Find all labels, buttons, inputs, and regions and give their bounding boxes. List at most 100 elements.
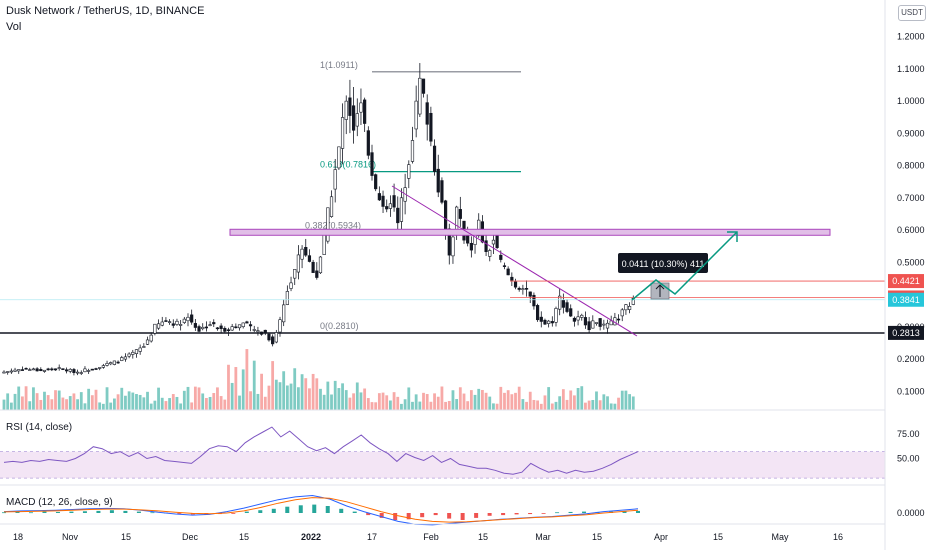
candle[interactable] bbox=[594, 322, 599, 326]
candle[interactable] bbox=[517, 286, 521, 292]
candle[interactable] bbox=[616, 314, 621, 324]
candle[interactable] bbox=[532, 292, 536, 310]
candle[interactable] bbox=[245, 320, 249, 324]
candle[interactable] bbox=[190, 309, 194, 325]
candle[interactable] bbox=[381, 190, 385, 213]
candle[interactable] bbox=[105, 360, 109, 367]
candle[interactable] bbox=[591, 315, 595, 329]
candle[interactable] bbox=[53, 368, 58, 371]
candle[interactable] bbox=[396, 196, 400, 232]
candle[interactable] bbox=[602, 319, 606, 330]
candle[interactable] bbox=[285, 285, 289, 306]
candle[interactable] bbox=[366, 126, 370, 160]
candle[interactable] bbox=[28, 367, 32, 371]
candle[interactable] bbox=[407, 160, 411, 189]
candle[interactable] bbox=[414, 85, 418, 138]
candle[interactable] bbox=[624, 303, 628, 315]
candle[interactable] bbox=[252, 325, 256, 333]
candle[interactable] bbox=[385, 199, 389, 213]
candle[interactable] bbox=[90, 368, 94, 371]
candle[interactable] bbox=[20, 366, 25, 371]
candle[interactable] bbox=[502, 262, 507, 270]
candle[interactable] bbox=[304, 238, 308, 257]
candle[interactable] bbox=[429, 106, 433, 147]
candle[interactable] bbox=[370, 144, 374, 181]
candle[interactable] bbox=[296, 245, 301, 280]
candle[interactable] bbox=[215, 327, 220, 331]
candle[interactable] bbox=[282, 299, 286, 327]
candle[interactable] bbox=[175, 318, 179, 326]
candle[interactable] bbox=[237, 324, 242, 331]
candle[interactable] bbox=[112, 360, 116, 366]
candle[interactable] bbox=[561, 293, 565, 314]
candle[interactable] bbox=[440, 177, 444, 205]
candle[interactable] bbox=[274, 329, 278, 344]
candle[interactable] bbox=[186, 313, 190, 327]
rsi-pane[interactable]: RSI (14, close) 75.00 50.00 bbox=[0, 422, 920, 479]
candle[interactable] bbox=[138, 344, 142, 355]
candle[interactable] bbox=[101, 363, 105, 369]
candle[interactable] bbox=[219, 323, 223, 334]
candle[interactable] bbox=[495, 233, 499, 249]
candle[interactable] bbox=[620, 308, 624, 322]
candle[interactable] bbox=[348, 79, 352, 134]
candle[interactable] bbox=[300, 245, 304, 269]
candle[interactable] bbox=[565, 299, 569, 314]
macd-signal-line[interactable] bbox=[3, 497, 639, 523]
candle[interactable] bbox=[223, 326, 227, 333]
candle[interactable] bbox=[451, 232, 455, 264]
candle[interactable] bbox=[31, 367, 36, 371]
candle[interactable] bbox=[212, 319, 216, 328]
candle[interactable] bbox=[425, 94, 429, 141]
candle[interactable] bbox=[580, 313, 584, 321]
candle[interactable] bbox=[2, 370, 6, 374]
candle[interactable] bbox=[131, 349, 135, 359]
candle[interactable] bbox=[392, 183, 396, 212]
candle[interactable] bbox=[547, 319, 551, 328]
candle[interactable] bbox=[259, 331, 264, 336]
candle[interactable] bbox=[293, 269, 297, 286]
candle[interactable] bbox=[120, 355, 124, 362]
candle[interactable] bbox=[263, 329, 267, 336]
candle[interactable] bbox=[123, 353, 128, 362]
candle[interactable] bbox=[267, 333, 271, 342]
candle[interactable] bbox=[145, 336, 150, 346]
candle[interactable] bbox=[204, 321, 209, 332]
candle[interactable] bbox=[226, 327, 231, 336]
candle[interactable] bbox=[142, 343, 146, 348]
candle[interactable] bbox=[458, 196, 462, 227]
projection-path[interactable] bbox=[631, 231, 738, 301]
candle[interactable] bbox=[583, 311, 588, 329]
candle[interactable] bbox=[256, 326, 260, 336]
candle[interactable] bbox=[418, 63, 422, 118]
currency-button[interactable]: USDT bbox=[898, 5, 926, 21]
candle[interactable] bbox=[421, 78, 426, 98]
candle[interactable] bbox=[6, 371, 10, 375]
candle[interactable] bbox=[344, 95, 348, 135]
candle[interactable] bbox=[271, 334, 275, 347]
candle[interactable] bbox=[576, 310, 580, 326]
candle[interactable] bbox=[149, 332, 153, 343]
candle[interactable] bbox=[35, 367, 39, 372]
candle[interactable] bbox=[79, 370, 83, 376]
candle[interactable] bbox=[510, 272, 514, 287]
candle[interactable] bbox=[539, 311, 543, 328]
resistance-zone[interactable] bbox=[229, 228, 831, 236]
candle[interactable] bbox=[116, 360, 120, 364]
candle[interactable] bbox=[193, 319, 197, 331]
candle[interactable] bbox=[363, 97, 367, 132]
candle[interactable] bbox=[326, 207, 330, 244]
candle[interactable] bbox=[554, 306, 558, 327]
candle[interactable] bbox=[359, 88, 363, 126]
candle[interactable] bbox=[388, 195, 393, 217]
candle[interactable] bbox=[241, 322, 245, 329]
macd-pane[interactable]: MACD (12, 26, close, 9) 0.0000 bbox=[2, 494, 925, 526]
candle[interactable] bbox=[432, 139, 437, 176]
candle[interactable] bbox=[550, 316, 554, 327]
candle[interactable] bbox=[179, 320, 183, 331]
candle[interactable] bbox=[134, 349, 139, 358]
candle[interactable] bbox=[208, 321, 212, 327]
candle[interactable] bbox=[87, 368, 91, 374]
candle[interactable] bbox=[543, 318, 547, 326]
